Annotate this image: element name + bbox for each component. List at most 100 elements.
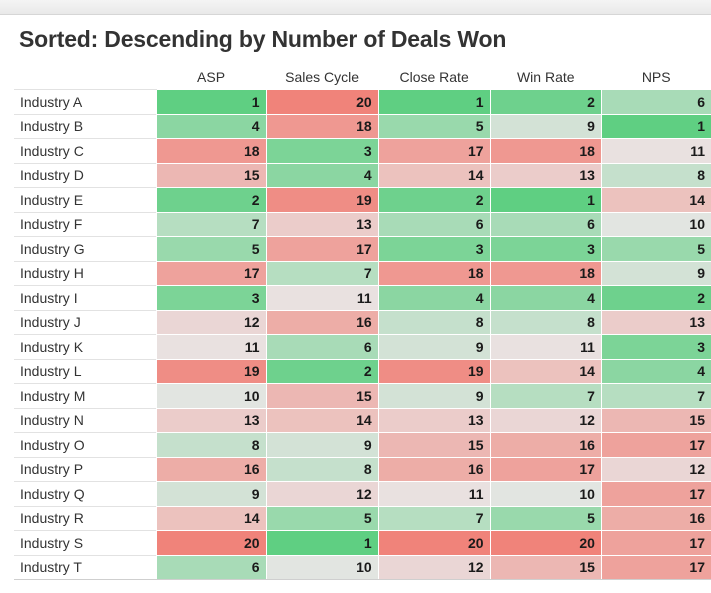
chart-title: Sorted: Descending by Number of Deals Wo… xyxy=(19,26,507,52)
heatmap-cell-win-rate: 10 xyxy=(489,481,602,506)
heatmap-cell-asp: 17 xyxy=(155,260,267,286)
heatmap-cell-nps: 11 xyxy=(600,138,711,163)
heatmap-cell-nps: 17 xyxy=(600,530,711,555)
row-label: Industry F xyxy=(14,211,157,237)
heatmap-cell-win-rate: 1 xyxy=(489,187,602,212)
row-label: Industry M xyxy=(14,383,157,408)
heatmap-cell-close-rate: 9 xyxy=(377,383,491,408)
heatmap-cell-nps: 17 xyxy=(600,481,711,506)
heatmap-cell-sales-cycle: 19 xyxy=(265,187,379,212)
table-row: Industry O 8 9 15 16 17 xyxy=(14,432,711,457)
row-label: Industry N xyxy=(14,407,157,433)
heatmap-cell-nps: 10 xyxy=(600,211,711,237)
heatmap-cell-close-rate: 11 xyxy=(377,481,491,506)
heatmap-cell-asp: 2 xyxy=(155,187,267,212)
heatmap-cell-close-rate: 12 xyxy=(377,554,491,580)
heatmap-cell-win-rate: 9 xyxy=(489,113,602,139)
heatmap-cell-win-rate: 3 xyxy=(489,236,602,261)
heatmap-cell-asp: 11 xyxy=(155,334,267,359)
heatmap-cell-sales-cycle: 3 xyxy=(265,138,379,163)
heatmap-cell-asp: 13 xyxy=(155,407,267,433)
heatmap-cell-asp: 8 xyxy=(155,432,267,457)
heatmap-cell-nps: 15 xyxy=(600,407,711,433)
heatmap-cell-close-rate: 15 xyxy=(377,432,491,457)
heatmap-cell-asp: 18 xyxy=(155,138,267,163)
heatmap-cell-asp: 19 xyxy=(155,358,267,384)
heatmap-cell-sales-cycle: 12 xyxy=(265,481,379,506)
heatmap-cell-sales-cycle: 9 xyxy=(265,432,379,457)
row-label: Industry B xyxy=(14,113,157,139)
table-row: Industry R 14 5 7 5 16 xyxy=(14,505,711,531)
heatmap-cell-close-rate: 13 xyxy=(377,407,491,433)
heatmap-cell-win-rate: 13 xyxy=(489,162,602,188)
heatmap-cell-nps: 16 xyxy=(600,505,711,531)
heatmap-cell-nps: 17 xyxy=(600,554,711,580)
heatmap-cell-win-rate: 2 xyxy=(489,89,602,114)
heatmap-cell-nps: 13 xyxy=(600,309,711,335)
heatmap-cell-asp: 9 xyxy=(155,481,267,506)
heatmap-cell-win-rate: 14 xyxy=(489,358,602,384)
row-label: Industry K xyxy=(14,334,157,359)
heatmap-cell-nps: 3 xyxy=(600,334,711,359)
row-label: Industry Q xyxy=(14,481,157,506)
heatmap-cell-close-rate: 3 xyxy=(377,236,491,261)
heatmap-cell-win-rate: 11 xyxy=(489,334,602,359)
table-row: Industry F 7 13 6 6 10 xyxy=(14,211,711,237)
heatmap-cell-sales-cycle: 6 xyxy=(265,334,379,359)
heatmap-cell-asp: 6 xyxy=(155,554,267,580)
heatmap-cell-sales-cycle: 18 xyxy=(265,113,379,139)
table-row: Industry A 1 20 1 2 6 xyxy=(14,89,711,114)
heatmap-cell-asp: 20 xyxy=(155,530,267,555)
heatmap-cell-asp: 15 xyxy=(155,162,267,188)
heatmap-cell-win-rate: 8 xyxy=(489,309,602,335)
heatmap-cell-win-rate: 6 xyxy=(489,211,602,237)
top-bar xyxy=(0,0,711,15)
heatmap-cell-win-rate: 20 xyxy=(489,530,602,555)
table-row: Industry L 19 2 19 14 4 xyxy=(14,358,711,384)
heatmap-cell-sales-cycle: 10 xyxy=(265,554,379,580)
table-row: Industry D 15 4 14 13 8 xyxy=(14,162,711,188)
column-header-row: ASP Sales Cycle Close Rate Win Rate NPS xyxy=(14,64,711,90)
heatmap-cell-nps: 14 xyxy=(600,187,711,212)
table-row: Industry C 18 3 17 18 11 xyxy=(14,138,711,163)
row-label: Industry T xyxy=(14,554,157,580)
heatmap-cell-close-rate: 20 xyxy=(377,530,491,555)
heatmap-cell-win-rate: 17 xyxy=(489,456,602,482)
heatmap-cell-nps: 8 xyxy=(600,162,711,188)
heatmap-cell-asp: 16 xyxy=(155,456,267,482)
heatmap-cell-close-rate: 17 xyxy=(377,138,491,163)
heatmap-cell-close-rate: 8 xyxy=(377,309,491,335)
heatmap-cell-sales-cycle: 20 xyxy=(265,89,379,114)
heatmap-cell-win-rate: 16 xyxy=(489,432,602,457)
heatmap-cell-win-rate: 15 xyxy=(489,554,602,580)
table-row: Industry E 2 19 2 1 14 xyxy=(14,187,711,212)
table-row: Industry B 4 18 5 9 1 xyxy=(14,113,711,139)
heatmap-cell-close-rate: 7 xyxy=(377,505,491,531)
row-label: Industry O xyxy=(14,432,157,457)
heatmap-cell-win-rate: 12 xyxy=(489,407,602,433)
heatmap-cell-close-rate: 4 xyxy=(377,285,491,310)
row-label: Industry D xyxy=(14,162,157,188)
table-row: Industry N 13 14 13 12 15 xyxy=(14,407,711,433)
row-label: Industry R xyxy=(14,505,157,531)
row-label: Industry J xyxy=(14,309,157,335)
heatmap-cell-close-rate: 16 xyxy=(377,456,491,482)
heatmap-table: ASP Sales Cycle Close Rate Win Rate NPS … xyxy=(14,64,711,580)
row-label: Industry C xyxy=(14,138,157,163)
heatmap-cell-close-rate: 19 xyxy=(377,358,491,384)
column-header-asp: ASP xyxy=(197,68,226,85)
table-row: Industry S 20 1 20 20 17 xyxy=(14,530,711,555)
row-label: Industry A xyxy=(14,89,157,114)
heatmap-cell-sales-cycle: 8 xyxy=(265,456,379,482)
heatmap-cell-asp: 7 xyxy=(155,211,267,237)
heatmap-cell-sales-cycle: 4 xyxy=(265,162,379,188)
column-header-sales-cycle: Sales Cycle xyxy=(285,68,360,85)
heatmap-cell-sales-cycle: 13 xyxy=(265,211,379,237)
column-header-win-rate: Win Rate xyxy=(516,68,575,85)
heatmap-cell-asp: 14 xyxy=(155,505,267,531)
heatmap-cell-asp: 4 xyxy=(155,113,267,139)
heatmap-cell-win-rate: 18 xyxy=(489,138,602,163)
heatmap-cell-sales-cycle: 14 xyxy=(265,407,379,433)
heatmap-cell-nps: 5 xyxy=(600,236,711,261)
column-header-close-rate: Close Rate xyxy=(399,68,469,85)
